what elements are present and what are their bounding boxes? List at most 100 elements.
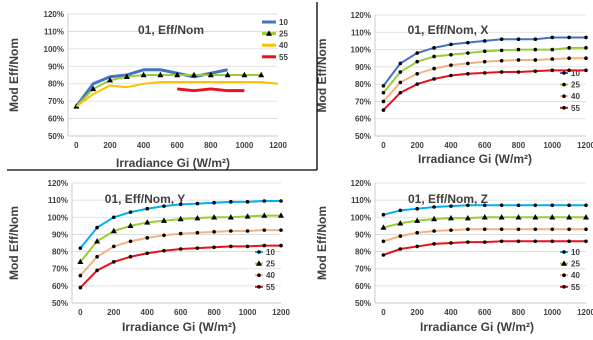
y-tick-label: 110%: [44, 27, 64, 36]
data-point: [583, 214, 589, 220]
data-point: [212, 230, 216, 234]
data-point: [95, 225, 99, 230]
legend-label-25: 25: [571, 260, 580, 269]
chart-title: 01, Eff/Nom, Y: [105, 192, 185, 206]
data-point: [415, 230, 420, 235]
data-point: [466, 40, 470, 45]
data-point: [381, 99, 386, 104]
data-point: [398, 90, 403, 95]
data-point: [162, 233, 166, 238]
data-point: [567, 56, 571, 61]
data-point: [414, 217, 421, 223]
x-tick-label: 200: [107, 308, 121, 317]
data-point: [128, 239, 133, 244]
legend-label-10: 10: [266, 248, 275, 257]
x-tick-label: 600: [478, 308, 492, 317]
x-tick-label: 200: [411, 141, 425, 150]
data-point: [261, 212, 268, 218]
legend-marker-55: [562, 285, 566, 289]
data-point: [432, 205, 436, 209]
y-tick-label: 110%: [351, 28, 371, 37]
y-tick-label: 50%: [355, 132, 371, 141]
data-point: [550, 35, 555, 40]
legend-label-10: 10: [571, 248, 580, 257]
data-point: [415, 71, 420, 76]
y-tick-label: 60%: [48, 115, 64, 124]
data-point: [432, 77, 436, 81]
y-tick-label: 90%: [355, 63, 371, 72]
data-point: [194, 214, 201, 221]
data-point: [227, 214, 234, 220]
data-point: [567, 35, 571, 40]
data-point: [584, 56, 588, 61]
data-point: [449, 73, 453, 78]
data-point: [191, 71, 197, 78]
x-tick-label: 1000: [543, 308, 561, 317]
y-tick-label: 80%: [52, 248, 68, 257]
data-point: [584, 68, 588, 73]
data-point: [279, 199, 283, 203]
x-tick-label: 200: [411, 308, 425, 317]
x-tick-label: 800: [207, 308, 221, 317]
legend-label-10: 10: [279, 18, 288, 27]
y-tick-label: 50%: [52, 299, 68, 308]
y-tick-label: 100%: [44, 45, 64, 54]
legend-label-25: 25: [571, 81, 580, 90]
data-point: [584, 239, 588, 244]
data-point: [77, 258, 84, 265]
data-point: [157, 71, 164, 78]
data-point: [584, 227, 588, 232]
data-point: [381, 239, 386, 244]
data-point: [449, 42, 453, 47]
x-tick-label: 0: [78, 308, 83, 317]
data-point: [278, 212, 284, 218]
x-axis-title: Irradiance Gi (W/m²): [420, 320, 534, 334]
data-point: [279, 228, 283, 232]
data-point: [533, 37, 538, 41]
data-point: [245, 200, 250, 204]
data-point: [195, 230, 200, 235]
data-point: [482, 39, 487, 43]
data-point: [195, 246, 200, 250]
data-point: [482, 49, 487, 54]
data-point: [123, 73, 130, 79]
y-axis-title: Mod Eff/Nom: [7, 206, 21, 280]
x-tick-label: 600: [171, 141, 185, 150]
y-tick-label: 100%: [351, 213, 371, 222]
data-point: [128, 210, 133, 214]
legend-marker-40: [562, 273, 566, 278]
legend-label-40: 40: [266, 271, 275, 280]
data-point: [398, 247, 403, 251]
y-tick-label: 90%: [355, 230, 371, 239]
data-point: [432, 66, 436, 71]
data-point: [482, 240, 487, 244]
data-point: [110, 227, 117, 234]
series-line-40: [75, 80, 279, 108]
y-tick-label: 100%: [351, 46, 371, 55]
y-tick-label: 60%: [355, 115, 371, 124]
legend-marker-10: [562, 71, 566, 75]
data-point: [78, 246, 83, 250]
data-point: [415, 206, 420, 211]
y-tick-label: 80%: [355, 80, 371, 89]
data-point: [516, 47, 521, 52]
x-tick-label: 1000: [239, 308, 257, 317]
data-point: [550, 47, 555, 52]
data-point: [567, 239, 571, 244]
data-point: [107, 77, 113, 83]
data-point: [533, 69, 538, 73]
data-point: [466, 227, 470, 232]
data-point: [178, 202, 183, 207]
data-point: [533, 239, 538, 244]
y-tick-label: 60%: [355, 282, 371, 291]
data-point: [229, 200, 233, 204]
data-point: [533, 203, 538, 208]
x-tick-label: 1000: [543, 141, 561, 150]
y-tick-label: 110%: [351, 196, 371, 205]
chart-title: 01, Eff/Nom, X: [408, 23, 489, 37]
y-axis-title: Mod Eff/Nom: [315, 39, 329, 113]
data-point: [398, 70, 403, 74]
data-point: [381, 212, 386, 217]
data-point: [397, 220, 404, 226]
